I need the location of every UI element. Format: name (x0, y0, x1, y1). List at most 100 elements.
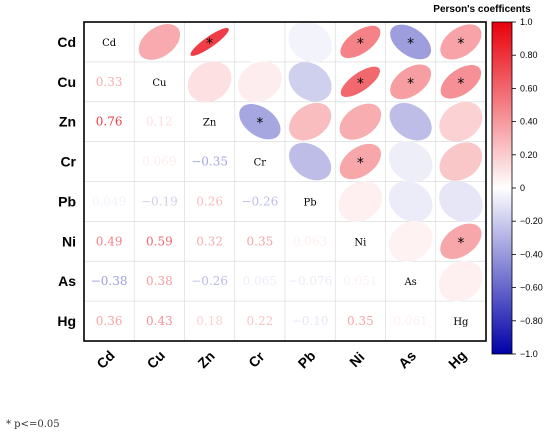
column-label: Ni (346, 349, 367, 370)
coefficient-label: 0.051 (343, 274, 377, 288)
colorbar-tick-label: 0.20 (520, 150, 538, 160)
colorbar-tick-label: 0 (520, 183, 525, 193)
column-label: Cd (93, 347, 118, 372)
coefficient-label: 0.12 (146, 115, 173, 129)
correlation-ellipse (440, 65, 482, 99)
coefficient-label: −0.26 (191, 274, 228, 288)
coefficient-label: −0.19 (141, 194, 178, 208)
diagonal-label: Cr (254, 158, 267, 169)
coefficient-label: 0.063 (293, 234, 327, 248)
row-label: Ni (62, 233, 76, 249)
coefficient-label: 0.065 (243, 274, 277, 288)
column-label: Hg (445, 347, 470, 372)
significance-star: * (357, 156, 364, 172)
matrix-grid (84, 22, 486, 341)
correlation-ellipse (439, 101, 483, 142)
correlation-ellipse (138, 24, 181, 60)
colorbar (491, 21, 513, 355)
diagonal-label: Ni (354, 237, 366, 248)
colorbar-tick-label: −0.40 (520, 249, 543, 259)
coefficient-label: 0.38 (146, 274, 173, 288)
diagonal-label: Hg (453, 317, 469, 328)
correlation-ellipse (289, 142, 332, 181)
correlation-ellipse (388, 181, 433, 222)
coefficient-label: 0.76 (96, 115, 123, 129)
correlation-ellipse (439, 142, 483, 181)
correlation-ellipse (390, 64, 432, 100)
row-label: As (58, 273, 76, 289)
correlation-ellipse (190, 27, 229, 56)
correlation-ellipse (388, 141, 433, 182)
matrix-border (83, 21, 487, 342)
row-label: Cd (57, 34, 76, 50)
colorbar-tick-label: 0.60 (520, 83, 538, 93)
column-label: Pb (295, 347, 319, 371)
row-labels: Cd Cu Zn Cr Pb Ni As Hg (57, 34, 76, 329)
diagonal-label: Zn (203, 118, 217, 129)
colorbar-tick-label: −0.60 (520, 283, 543, 293)
colorbar-title: Person's coefficents (433, 4, 531, 15)
coefficient-label: 0.49 (96, 234, 123, 248)
coefficient-label: −0.35 (191, 155, 228, 169)
coefficient-label: 0.049 (92, 194, 126, 208)
significance-star: * (256, 116, 263, 132)
column-label: As (395, 347, 419, 371)
correlation-ellipse (440, 24, 482, 60)
correlation-ellipse (339, 143, 382, 180)
significance-star: * (357, 76, 364, 92)
correlation-ellipse (439, 260, 483, 302)
colorbar-tick-label: −0.20 (520, 216, 543, 226)
row-label: Hg (57, 313, 76, 329)
coefficient-label: 0.069 (142, 155, 176, 169)
diagonal-label: As (403, 277, 416, 288)
column-label: Zn (194, 348, 217, 371)
coefficient-label: 0.36 (96, 314, 123, 328)
coefficient-label: 0.22 (247, 314, 274, 328)
colorbar-tick-label: −0.80 (520, 316, 543, 326)
diagonal-label: Cd (102, 38, 117, 49)
significance-star: * (407, 36, 414, 52)
coefficient-label: 0.33 (96, 75, 123, 89)
column-labels: Cd Cu Zn Cr Pb Ni As Hg (93, 347, 469, 372)
correlation-ellipse (288, 21, 332, 63)
matrix-cells: Cd * * * * 0.33 Cu * * * 0.76 0.12 Zn * 0.069 −0.35 Cr * 0… (91, 21, 483, 328)
correlation-ellipse (289, 102, 332, 141)
significance-star: * (206, 36, 213, 52)
correlation-ellipse (340, 25, 381, 59)
correlation-ellipse (440, 223, 482, 259)
correlation-ellipse (439, 181, 483, 222)
coefficient-label: −0.10 (292, 314, 329, 328)
correlation-ellipse (338, 181, 383, 222)
colorbar-tick-label: 1.0 (520, 17, 533, 27)
coefficient-label: 0.35 (247, 234, 274, 248)
coefficient-label: 0.18 (196, 314, 223, 328)
correlation-ellipse (239, 104, 281, 140)
row-label: Cr (60, 154, 76, 170)
correlation-ellipse (288, 62, 332, 102)
correlation-ellipse (339, 103, 382, 140)
footnote: * p<=0.05 (6, 419, 60, 430)
coefficient-label: −0.26 (241, 194, 278, 208)
coefficient-label: 0.43 (146, 314, 173, 328)
row-label: Pb (58, 193, 76, 209)
coefficient-label: 0.59 (146, 234, 173, 248)
significance-star: * (407, 76, 414, 92)
row-label: Zn (59, 114, 76, 130)
coefficient-label: 0.32 (196, 234, 223, 248)
correlation-ellipse (238, 61, 282, 103)
significance-star: * (357, 36, 364, 52)
correlation-ellipse (390, 24, 432, 60)
correlation-ellipse (388, 220, 433, 262)
diagonal-label: Pb (304, 197, 317, 208)
colorbar-tick-label: 0.80 (520, 50, 538, 60)
row-label: Cu (57, 74, 76, 90)
colorbar-tick-label: −1.0 (520, 349, 538, 359)
correlation-ellipse (389, 102, 432, 141)
coefficient-label: 0.26 (196, 194, 223, 208)
coefficient-label: 0.35 (347, 314, 374, 328)
colorbar-tick-label: 0.40 (520, 117, 538, 127)
correlation-ellipse (340, 66, 381, 97)
column-label: Cr (245, 348, 268, 371)
correlation-ellipse (238, 21, 282, 63)
column-label: Cu (144, 347, 169, 372)
